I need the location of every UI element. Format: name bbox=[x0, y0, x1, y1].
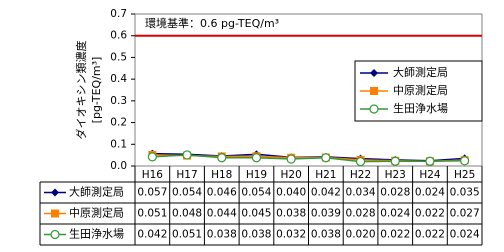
legend-label: 中原測定局 bbox=[393, 83, 448, 97]
y-label-line: [pg-TEQ/m³] bbox=[90, 57, 103, 124]
table-cell: 0.054 bbox=[241, 187, 271, 199]
table-cell: 0.042 bbox=[311, 187, 341, 199]
marker bbox=[286, 154, 296, 164]
marker bbox=[370, 87, 378, 95]
marker bbox=[51, 188, 59, 197]
x-tick-label: H21 bbox=[315, 169, 336, 181]
table-cell: 0.022 bbox=[380, 229, 410, 241]
table-cell: 0.044 bbox=[207, 208, 237, 220]
x-tick-label: H19 bbox=[246, 169, 267, 181]
x-tick-label: H23 bbox=[385, 169, 406, 181]
marker bbox=[147, 152, 157, 162]
y-tick-label: 0.0 bbox=[110, 160, 127, 172]
marker bbox=[355, 157, 366, 167]
marker bbox=[217, 153, 227, 163]
table-cell: 0.046 bbox=[207, 187, 237, 199]
table-cell: 0.054 bbox=[172, 187, 202, 199]
series-line bbox=[152, 154, 465, 163]
y-label-line: ダイオキシン類濃度 bbox=[74, 41, 88, 140]
table-cell: 0.024 bbox=[380, 208, 410, 220]
table-cell: 0.038 bbox=[241, 229, 271, 241]
table-cell: 0.051 bbox=[137, 208, 167, 220]
table-cell: 0.028 bbox=[346, 208, 376, 220]
table-cell: 0.022 bbox=[415, 208, 445, 220]
y-axis-title: ダイオキシン類濃度 [pg-TEQ/m³] bbox=[74, 41, 103, 140]
x-tick-label: H25 bbox=[454, 169, 475, 181]
row-label: 中原測定局 bbox=[69, 206, 124, 220]
table-cell: 0.038 bbox=[276, 208, 306, 220]
table-cell: 0.039 bbox=[311, 208, 341, 220]
x-tick-label: H17 bbox=[176, 169, 197, 181]
table-cell: 0.040 bbox=[276, 187, 306, 199]
marker bbox=[425, 156, 435, 166]
table-cell: 0.042 bbox=[137, 229, 167, 241]
legend-label: 生田浄水場 bbox=[393, 101, 448, 115]
table-cell: 0.024 bbox=[415, 187, 445, 199]
table-cell: 0.024 bbox=[450, 229, 480, 241]
marker bbox=[460, 156, 470, 166]
y-tick-label: 0.5 bbox=[110, 51, 127, 63]
table-cell: 0.048 bbox=[172, 208, 202, 220]
table-cell: 0.034 bbox=[346, 187, 376, 199]
y-tick-label: 0.4 bbox=[110, 73, 127, 85]
table-cell: 0.020 bbox=[346, 229, 376, 241]
legend-label: 大師測定局 bbox=[393, 65, 448, 79]
table-cell: 0.045 bbox=[241, 208, 271, 220]
x-tick-label: H22 bbox=[350, 169, 371, 181]
table-cell: 0.028 bbox=[380, 187, 410, 199]
table-cell: 0.038 bbox=[207, 229, 237, 241]
x-tick-label: H20 bbox=[281, 169, 302, 181]
marker bbox=[370, 69, 378, 77]
marker bbox=[51, 209, 59, 218]
table-cell: 0.035 bbox=[450, 187, 480, 199]
row-label: 大師測定局 bbox=[69, 185, 124, 199]
marker bbox=[321, 153, 331, 163]
annotation: 環境基準：0.6 pg-TEQ/m³ bbox=[145, 16, 279, 30]
y-tick-label: 0.7 bbox=[110, 8, 127, 20]
y-tick-label: 0.3 bbox=[110, 95, 127, 107]
x-tick-label: H24 bbox=[419, 169, 441, 181]
y-tick-label: 0.2 bbox=[110, 117, 127, 129]
row-label: 生田浄水場 bbox=[69, 227, 124, 241]
table-cell: 0.051 bbox=[172, 229, 202, 241]
table-cell: 0.038 bbox=[311, 229, 341, 241]
marker bbox=[50, 229, 60, 240]
marker bbox=[182, 150, 192, 160]
marker bbox=[390, 156, 400, 166]
table-cell: 0.022 bbox=[415, 229, 445, 241]
marker bbox=[369, 104, 379, 114]
marker bbox=[251, 153, 262, 163]
x-tick-label: H18 bbox=[211, 169, 232, 181]
y-tick-label: 0.1 bbox=[110, 138, 127, 150]
table-cell: 0.032 bbox=[276, 229, 306, 241]
table-cell: 0.027 bbox=[450, 208, 480, 220]
table-cell: 0.057 bbox=[137, 187, 167, 199]
x-tick-label: H16 bbox=[142, 169, 164, 181]
y-tick-label: 0.6 bbox=[110, 30, 127, 42]
